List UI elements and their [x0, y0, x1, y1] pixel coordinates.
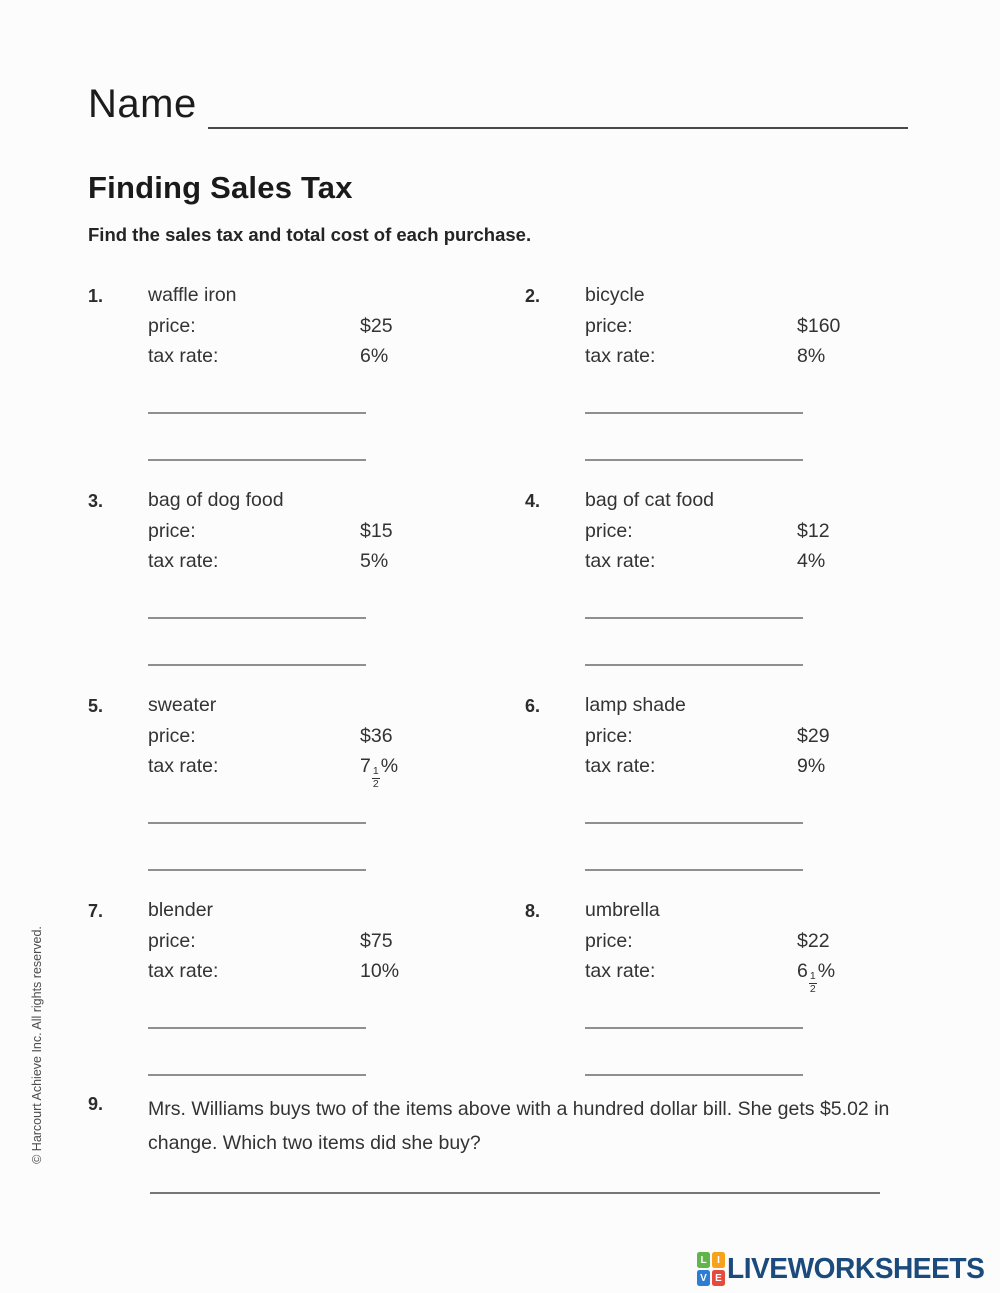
- problem-7: 7. blender price: $75 tax rate: 10%: [88, 899, 518, 1099]
- total-cost-answer-line[interactable]: [148, 459, 366, 461]
- item-name: waffle iron: [148, 284, 237, 306]
- problem-number: 3.: [88, 491, 104, 511]
- logo-tile-i: I: [712, 1252, 725, 1268]
- total-cost-answer-line[interactable]: [148, 1074, 366, 1076]
- problem-number: 4.: [525, 491, 541, 511]
- price-label: price:: [148, 520, 196, 542]
- tax-rate-label: tax rate:: [148, 960, 219, 982]
- sales-tax-answer-line[interactable]: [148, 617, 366, 619]
- problem-number: 8.: [525, 901, 541, 921]
- tax-rate-value: 8%: [797, 345, 826, 367]
- word-problem-text: Mrs. Williams buys two of the items abov…: [148, 1098, 890, 1154]
- price-value: $29: [797, 725, 830, 747]
- price-label: price:: [148, 725, 196, 747]
- price-label: price:: [585, 520, 633, 542]
- tax-rate-value: 6%: [360, 345, 389, 367]
- fraction-denominator: 2: [372, 777, 379, 790]
- percent-sign: %: [380, 755, 399, 777]
- item-name: bag of dog food: [148, 489, 284, 511]
- tax-rate-value: 4%: [797, 550, 826, 572]
- page-title: Finding Sales Tax: [88, 170, 353, 205]
- name-answer-line[interactable]: [208, 127, 908, 129]
- sales-tax-answer-line[interactable]: [148, 412, 366, 414]
- problem-number: 2.: [525, 286, 541, 306]
- price-label: price:: [585, 725, 633, 747]
- tax-rate-value: 10%: [360, 960, 400, 982]
- liveworksheets-wordmark: LIVEWORKSHEETS: [727, 1252, 985, 1285]
- tax-rate-label: tax rate:: [585, 550, 656, 572]
- logo-tile-e: E: [712, 1270, 725, 1286]
- fraction-denominator: 2: [809, 982, 816, 995]
- sales-tax-answer-line[interactable]: [148, 1027, 366, 1029]
- percent-sign: %: [817, 960, 836, 982]
- sales-tax-answer-line[interactable]: [585, 822, 803, 824]
- name-label: Name: [88, 82, 197, 126]
- price-value: $22: [797, 930, 830, 952]
- problem-1: 1. waffle iron price: $25 tax rate: 6%: [88, 284, 518, 484]
- total-cost-answer-line[interactable]: [148, 664, 366, 666]
- price-label: price:: [148, 930, 196, 952]
- problem-5: 5. sweater price: $36 tax rate: 7 1 2%: [88, 694, 518, 894]
- tax-rate-label: tax rate:: [148, 550, 219, 572]
- total-cost-answer-line[interactable]: [585, 1074, 803, 1076]
- problem-9: 9. Mrs. Williams buys two of the items a…: [88, 1092, 889, 1194]
- item-name: sweater: [148, 694, 217, 716]
- price-value: $36: [360, 725, 393, 747]
- logo-tile-l: L: [697, 1252, 710, 1268]
- price-value: $12: [797, 520, 830, 542]
- tax-rate-value: 9%: [797, 755, 826, 777]
- tax-rate-label: tax rate:: [585, 755, 656, 777]
- problem-number: 7.: [88, 901, 104, 921]
- price-label: price:: [148, 315, 196, 337]
- problem-number: 6.: [525, 696, 541, 716]
- tax-rate-label: tax rate:: [585, 345, 656, 367]
- total-cost-answer-line[interactable]: [585, 459, 803, 461]
- total-cost-answer-line[interactable]: [585, 869, 803, 871]
- price-value: $75: [360, 930, 393, 952]
- problem-4: 4. bag of cat food price: $12 tax rate: 4%: [525, 489, 955, 689]
- price-label: price:: [585, 315, 633, 337]
- price-value: $160: [797, 315, 841, 337]
- liveworksheets-logo: L I V E LIVEWORKSHEETS: [697, 1252, 992, 1286]
- total-cost-answer-line[interactable]: [148, 869, 366, 871]
- fraction-numerator: 1: [808, 970, 817, 984]
- problem-2: 2. bicycle price: $160 tax rate: 8%: [525, 284, 955, 484]
- tax-rate-label: tax rate:: [148, 755, 219, 777]
- liveworksheets-logo-tiles: L I V E: [697, 1252, 725, 1286]
- problem-number: 9.: [88, 1094, 104, 1114]
- sales-tax-answer-line[interactable]: [585, 412, 803, 414]
- sales-tax-answer-line[interactable]: [148, 822, 366, 824]
- instructions-text: Find the sales tax and total cost of eac…: [88, 224, 532, 245]
- item-name: blender: [148, 899, 214, 921]
- word-problem-answer-line[interactable]: [150, 1192, 880, 1194]
- tax-rate-value: 6 1 2%: [797, 960, 835, 995]
- problem-number: 5.: [88, 696, 104, 716]
- tax-rate-whole: 7: [360, 755, 371, 777]
- price-label: price:: [585, 930, 633, 952]
- tax-rate-label: tax rate:: [148, 345, 219, 367]
- item-name: lamp shade: [585, 694, 686, 716]
- tax-rate-value: 7 1 2%: [360, 755, 398, 790]
- problem-6: 6. lamp shade price: $29 tax rate: 9%: [525, 694, 955, 894]
- problem-8: 8. umbrella price: $22 tax rate: 6 1 2%: [525, 899, 955, 1099]
- tax-rate-label: tax rate:: [585, 960, 656, 982]
- item-name: umbrella: [585, 899, 660, 921]
- logo-tile-v: V: [697, 1270, 710, 1286]
- problem-3: 3. bag of dog food price: $15 tax rate: 5%: [88, 489, 518, 689]
- copyright-text: © Harcourt Achieve Inc. All rights reser…: [30, 926, 44, 1164]
- item-name: bag of cat food: [585, 489, 715, 511]
- sales-tax-answer-line[interactable]: [585, 1027, 803, 1029]
- price-value: $25: [360, 315, 393, 337]
- price-value: $15: [360, 520, 393, 542]
- tax-rate-whole: 6: [797, 960, 808, 982]
- tax-rate-value: 5%: [360, 550, 389, 572]
- fraction-numerator: 1: [371, 765, 380, 779]
- sales-tax-answer-line[interactable]: [585, 617, 803, 619]
- problem-number: 1.: [88, 286, 104, 306]
- item-name: bicycle: [585, 284, 645, 306]
- total-cost-answer-line[interactable]: [585, 664, 803, 666]
